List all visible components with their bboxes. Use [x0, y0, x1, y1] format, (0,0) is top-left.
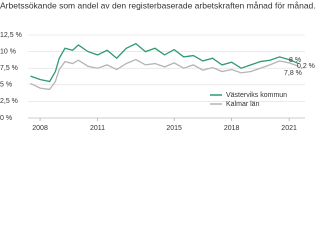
x-tick-label: 2018: [224, 125, 240, 132]
annotation: 8 %: [289, 57, 301, 64]
annotation: 0,2 %: [297, 63, 315, 70]
x-tick-label: 2021: [281, 125, 297, 132]
x-tick-label: 2008: [32, 125, 48, 132]
legend-label: Västerviks kommun: [226, 92, 287, 99]
annotation: 7,8 %: [284, 70, 302, 77]
y-tick-label: 0 %: [0, 115, 12, 122]
y-tick-label: 10 %: [0, 48, 16, 55]
y-tick-label: 12,5 %: [0, 32, 22, 39]
y-tick-label: 7,5 %: [0, 65, 18, 72]
chart: Arbetssökande som andel av den registerb…: [0, 0, 316, 132]
legend-label: Kalmar län: [226, 101, 260, 108]
y-tick-label: 2,5 %: [0, 98, 18, 105]
series-line: [30, 58, 299, 91]
x-tick-label: 2015: [166, 125, 182, 132]
y-tick-label: 5 %: [0, 82, 12, 89]
page: Arbetssökande som andel av den registerb…: [0, 0, 316, 132]
series-line: [30, 42, 299, 83]
chart-title: Arbetssökande som andel av den registerb…: [0, 0, 316, 10]
x-tick-label: 2011: [90, 125, 105, 132]
